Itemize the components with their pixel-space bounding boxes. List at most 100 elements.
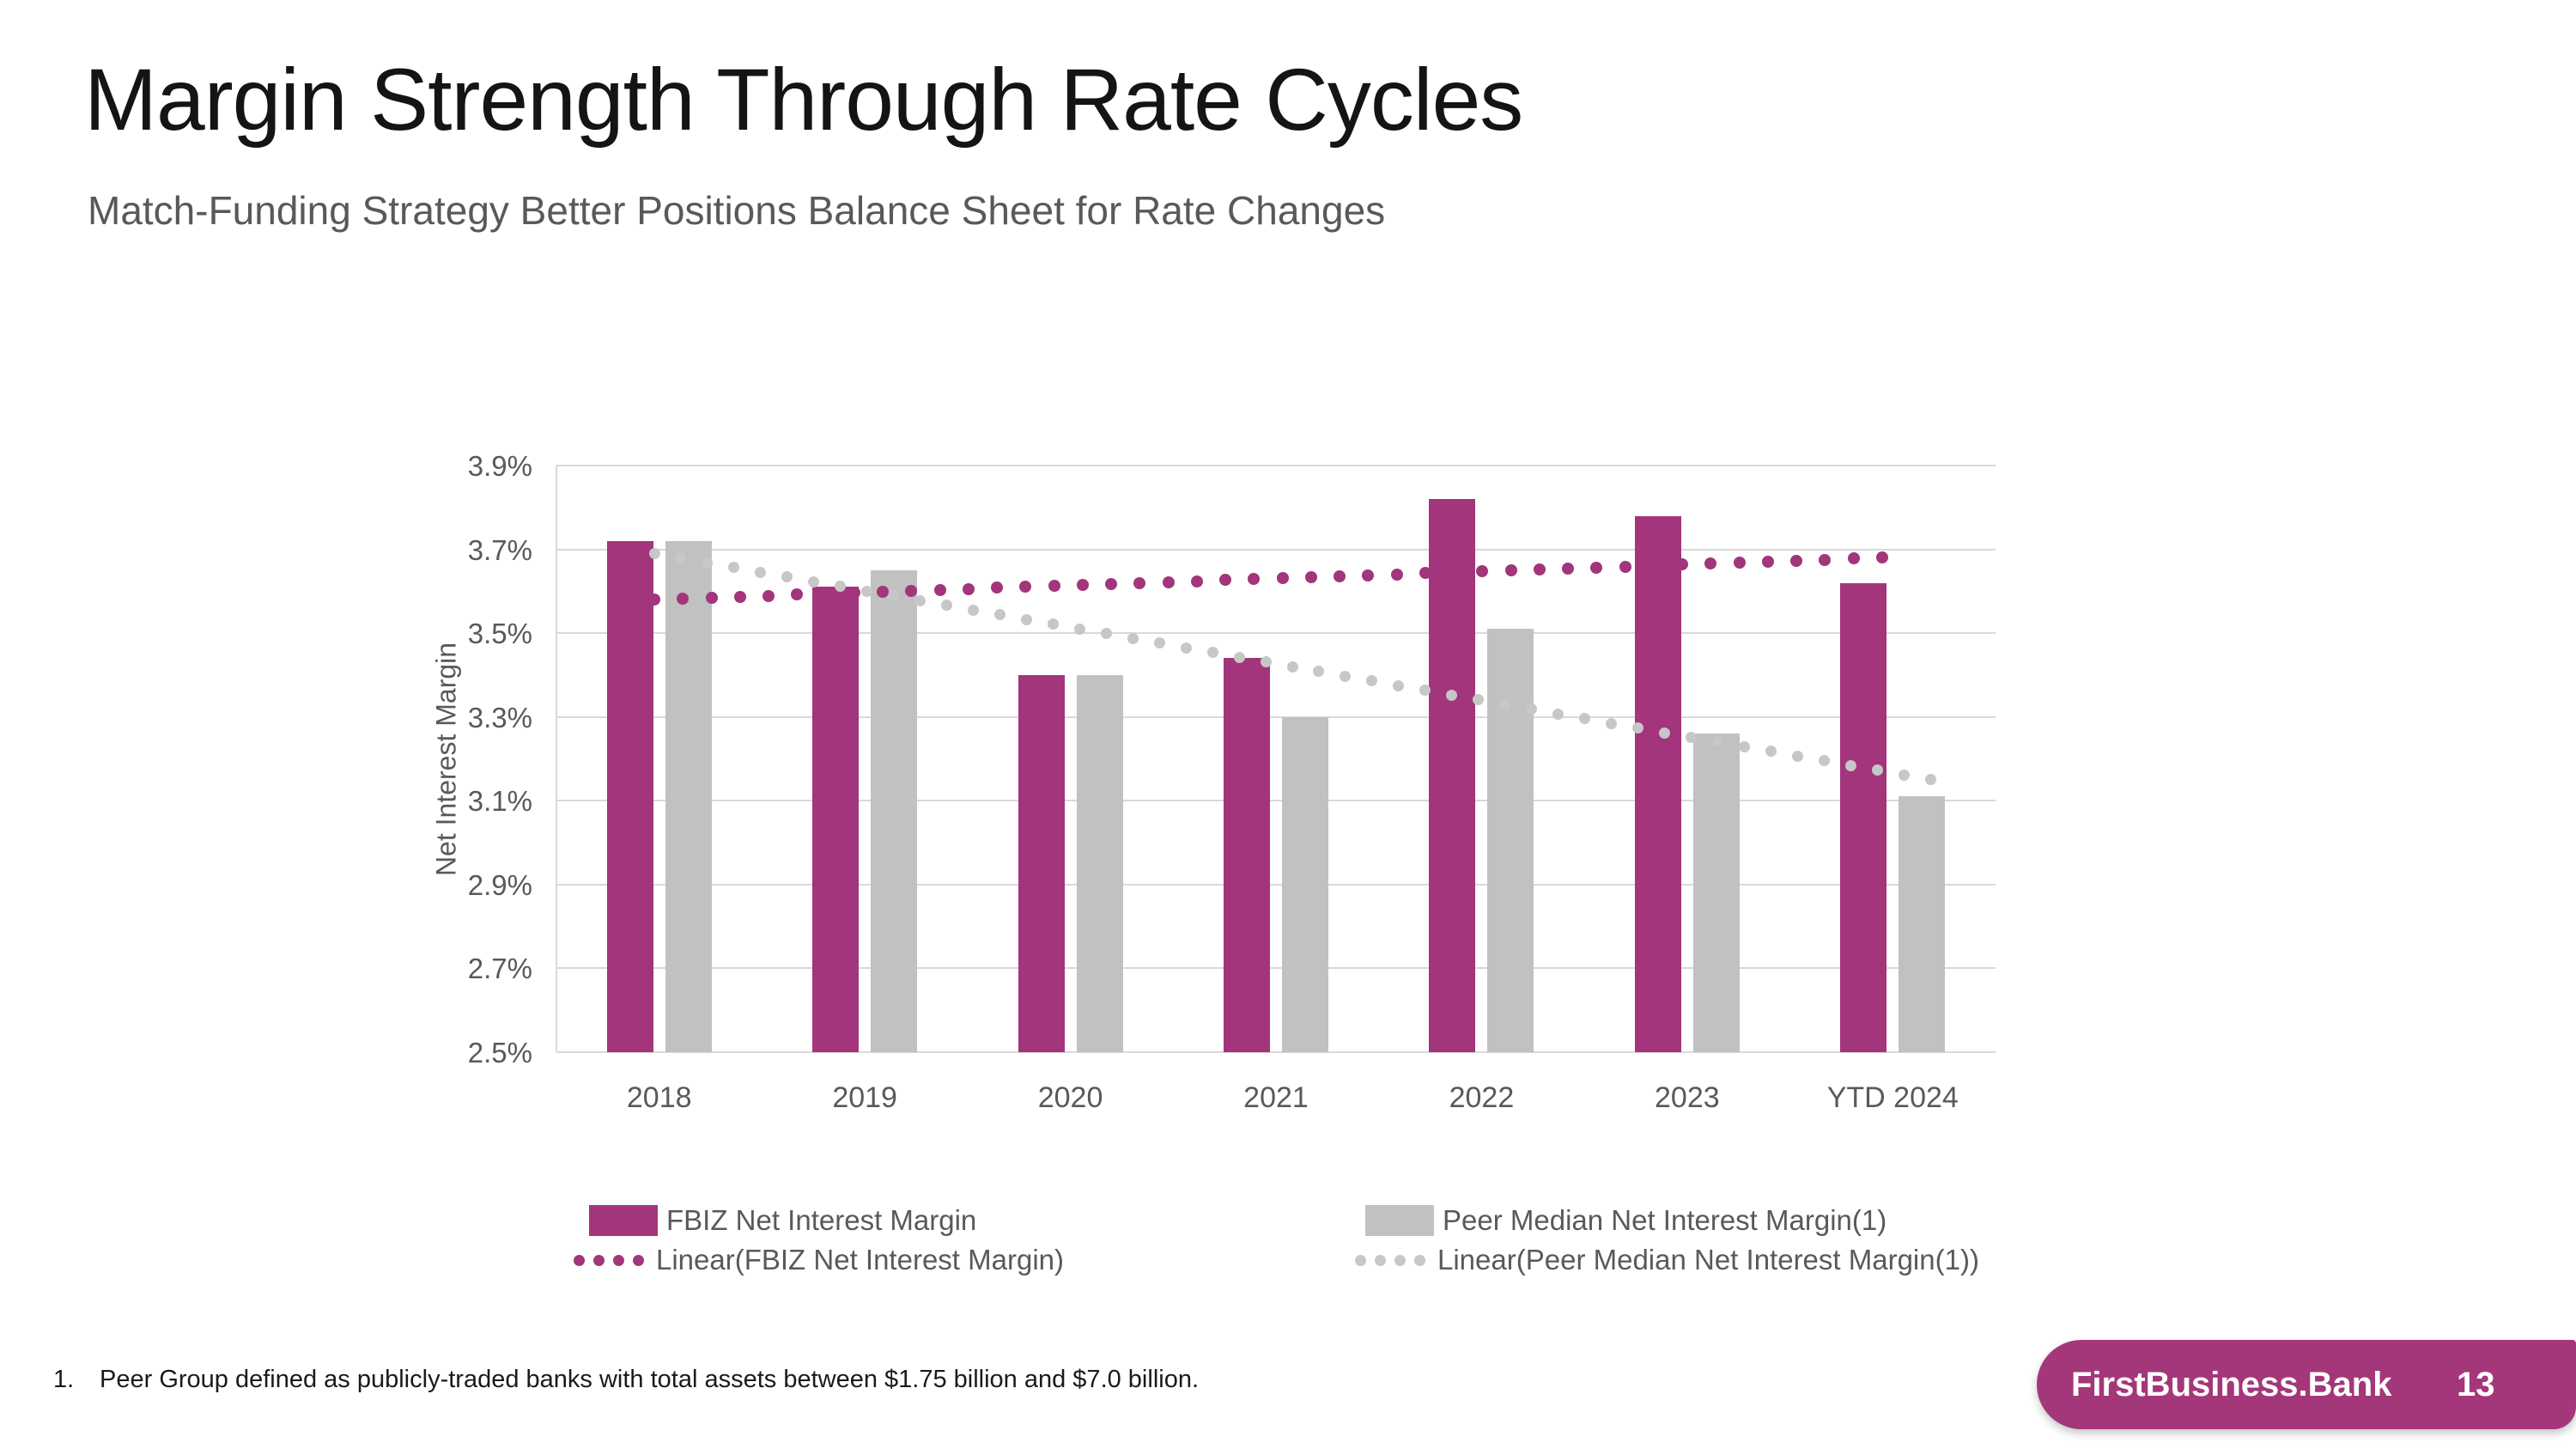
y-axis-tick-label: 3.1% — [467, 785, 532, 818]
peer-bar-swatch — [1365, 1205, 1434, 1236]
trend-dot-peer — [835, 581, 847, 593]
page-number: 13 — [2457, 1366, 2495, 1403]
bar-peer-2018 — [665, 540, 712, 1052]
trend-dot-fbiz — [1504, 564, 1517, 577]
fbiz-trend-swatch — [574, 1254, 644, 1266]
trend-dot-peer — [1020, 613, 1032, 625]
peer-trend-swatch — [1355, 1254, 1425, 1266]
bar-fbiz-2020 — [1018, 674, 1065, 1052]
legend-item-peer-trend: Linear(Peer Median Net Interest Margin(1… — [1355, 1244, 1979, 1276]
bar-fbiz-2023 — [1634, 515, 1681, 1052]
trend-dot-fbiz — [705, 591, 718, 604]
legend-label: Linear(Peer Median Net Interest Margin(1… — [1437, 1244, 1979, 1275]
trend-dot-fbiz — [1676, 558, 1689, 571]
y-axis-tick-label: 3.7% — [467, 533, 532, 566]
trend-dot-peer — [1791, 750, 1803, 762]
trend-dot-fbiz — [819, 588, 832, 600]
trend-dot-peer — [1446, 689, 1458, 701]
footer-badge: FirstBusiness.Bank 13 — [2037, 1340, 2576, 1429]
trend-dot-peer — [1419, 685, 1431, 697]
footnote-text: Peer Group defined as publicly-traded ba… — [100, 1366, 1200, 1393]
trend-dot-fbiz — [877, 586, 890, 599]
gridline — [556, 1051, 1996, 1053]
x-axis-label: 2018 — [626, 1081, 692, 1114]
bar-peer-YTD 2024 — [1899, 796, 1946, 1052]
trend-dot-fbiz — [1590, 561, 1603, 574]
trend-dot-fbiz — [1276, 572, 1289, 585]
trend-dot-peer — [1180, 642, 1192, 654]
trend-dot-fbiz — [1248, 573, 1261, 586]
trend-dot-fbiz — [677, 592, 690, 605]
footnote-number: 1. — [53, 1366, 75, 1393]
trend-dot-fbiz — [1847, 552, 1860, 565]
bar-peer-2022 — [1487, 629, 1534, 1052]
trend-dot-peer — [1233, 651, 1245, 663]
y-axis-tick-label: 3.9% — [467, 450, 532, 482]
gridline — [556, 967, 1996, 970]
trend-dot-peer — [941, 600, 953, 612]
trend-dot-peer — [1286, 661, 1298, 673]
trend-dot-fbiz — [1304, 571, 1317, 584]
trend-dot-peer — [1260, 656, 1272, 668]
trend-dot-peer — [861, 585, 873, 597]
trend-dot-fbiz — [762, 589, 775, 602]
x-axis-label: YTD 2024 — [1826, 1081, 1959, 1114]
trend-dot-peer — [1473, 694, 1485, 706]
trend-dot-peer — [888, 590, 900, 602]
gridline — [556, 548, 1996, 551]
gridline — [556, 883, 1996, 886]
trend-dot-fbiz — [1619, 560, 1631, 573]
trend-dot-peer — [1366, 675, 1378, 687]
trend-dot-peer — [1127, 632, 1139, 644]
trend-dot-fbiz — [1162, 575, 1175, 588]
bar-peer-2020 — [1076, 674, 1123, 1052]
bar-fbiz-2018 — [606, 540, 653, 1052]
trend-dot-fbiz — [1790, 554, 1803, 567]
trend-dot-fbiz — [1733, 557, 1746, 569]
bar-fbiz-2022 — [1429, 499, 1476, 1052]
trend-dot-peer — [1579, 713, 1591, 725]
trend-dot-peer — [1047, 618, 1059, 630]
trend-dot-fbiz — [848, 587, 860, 600]
x-axis-label: 2023 — [1655, 1081, 1720, 1114]
bar-fbiz-YTD 2024 — [1840, 582, 1887, 1052]
legend-item-fbiz-bars: FBIZ Net Interest Margin — [589, 1204, 976, 1237]
y-axis-tick-label: 3.5% — [467, 618, 532, 650]
trend-dot-peer — [755, 566, 767, 578]
trend-dot-peer — [1606, 717, 1617, 729]
bar-peer-2023 — [1692, 734, 1740, 1052]
x-axis-label: 2021 — [1243, 1081, 1309, 1114]
trend-dot-fbiz — [905, 584, 918, 597]
trend-dot-fbiz — [991, 581, 1004, 594]
trend-dot-peer — [781, 571, 793, 583]
trend-dot-fbiz — [648, 594, 660, 606]
bar-peer-2019 — [871, 569, 918, 1052]
trend-dot-peer — [702, 557, 714, 569]
y-axis-line — [556, 466, 557, 1052]
trend-dot-fbiz — [1876, 551, 1888, 564]
trend-dot-fbiz — [1076, 579, 1089, 592]
trend-dot-fbiz — [1019, 581, 1032, 594]
trend-dot-peer — [1765, 746, 1777, 758]
bar-fbiz-2021 — [1224, 658, 1270, 1052]
page-title: Margin Strength Through Rate Cycles — [84, 51, 1523, 149]
trend-dot-peer — [1153, 637, 1165, 649]
trend-dot-peer — [1206, 647, 1218, 659]
trend-dot-fbiz — [1105, 577, 1118, 590]
trend-dot-peer — [1526, 703, 1538, 715]
trend-dot-peer — [1924, 774, 1936, 786]
trend-dot-peer — [728, 562, 740, 574]
trend-dot-peer — [1631, 722, 1643, 734]
trend-dot-fbiz — [1419, 567, 1431, 580]
trend-dot-peer — [1711, 736, 1723, 748]
trend-dot-fbiz — [1334, 569, 1346, 582]
footnote: 1. Peer Group defined as publicly-traded … — [53, 1366, 1199, 1394]
trend-dot-fbiz — [1219, 574, 1232, 587]
trend-dot-peer — [1685, 731, 1697, 743]
trend-dot-fbiz — [1048, 580, 1060, 593]
legend-label: FBIZ Net Interest Margin — [666, 1204, 977, 1236]
trend-dot-peer — [1871, 764, 1883, 776]
legend-label: Linear(FBIZ Net Interest Margin) — [656, 1244, 1064, 1275]
trend-dot-peer — [1073, 623, 1085, 635]
